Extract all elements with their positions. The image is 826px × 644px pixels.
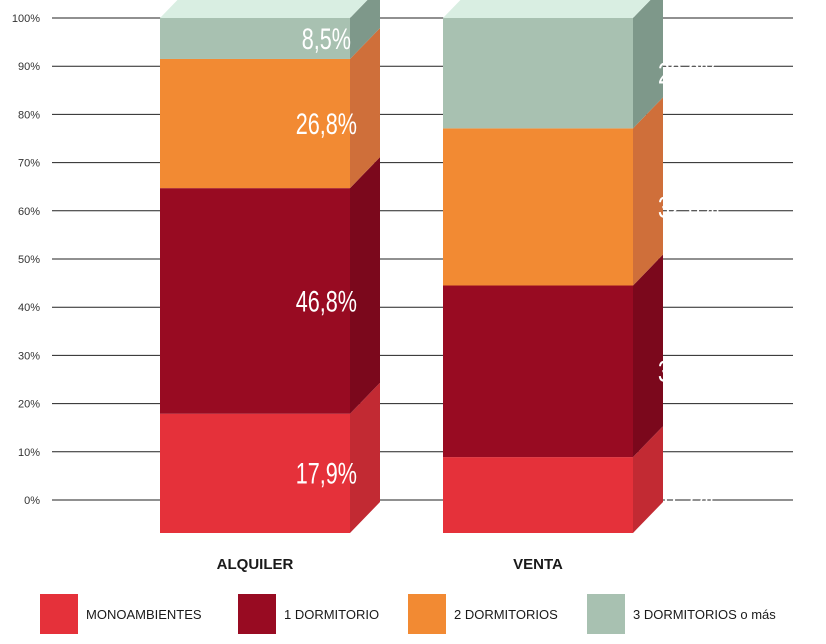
- legend-swatch: [40, 594, 78, 634]
- y-tick-label: 10%: [18, 447, 40, 459]
- legend-swatch: [587, 594, 625, 634]
- legend-label: MONOAMBIENTES: [86, 606, 202, 622]
- y-tick-label: 60%: [18, 206, 40, 218]
- y-tick-label: 20%: [18, 399, 40, 411]
- bar-top-face: [443, 0, 651, 18]
- y-tick-label: 100%: [12, 13, 40, 25]
- bar-segment: [160, 413, 350, 533]
- legend-item: MONOAMBIENTES: [40, 594, 202, 634]
- segment-value-label: 32,6%: [658, 190, 719, 224]
- bar-segment: [443, 285, 633, 458]
- bar-segment-side: [350, 27, 380, 189]
- segment-value-label: 46,8%: [296, 284, 357, 318]
- legend-item: 3 DORMITORIOS o más: [587, 594, 776, 634]
- bar-top-face: [160, 0, 368, 18]
- legend-item: 2 DORMITORIOS: [408, 594, 558, 634]
- segment-value-label: 22,9%: [658, 56, 719, 90]
- legend-label: 3 DORMITORIOS o más: [633, 606, 776, 622]
- bar-segment-side: [350, 382, 380, 533]
- bar-segment-side: [633, 0, 663, 129]
- bar-segment-side: [633, 426, 663, 533]
- bar-alquiler: [160, 0, 380, 533]
- bar-segment: [160, 58, 350, 189]
- y-tick-label: 30%: [18, 350, 40, 362]
- legend-swatch: [238, 594, 276, 634]
- y-axis-ticks: 0% 10% 20% 30% 40% 50% 60% 70% 80% 90% 100%: [12, 13, 40, 507]
- bar-segment: [443, 457, 633, 533]
- category-labels: ALQUILER VENTA: [217, 556, 563, 573]
- legend-item: 1 DORMITORIO: [238, 594, 379, 634]
- y-tick-label: 70%: [18, 158, 40, 170]
- bar-segment-side: [350, 0, 380, 59]
- segment-labels: 17,9% 46,8% 26,8% 8,5% 8,9% 35,6% 32,6% 22,9%: [296, 21, 719, 512]
- y-tick-label: 80%: [18, 109, 40, 121]
- legend-swatch: [408, 594, 446, 634]
- bar-segment: [160, 188, 350, 414]
- segment-value-label: 35,6%: [658, 354, 719, 388]
- legend-label: 2 DORMITORIOS: [454, 606, 558, 622]
- segment-value-label: 26,8%: [296, 106, 357, 140]
- legend: MONOAMBIENTES 1 DORMITORIO 2 DORMITORIOS 3 …: [40, 594, 820, 634]
- bar-segment: [160, 18, 350, 59]
- bar-segment-side: [350, 157, 380, 414]
- y-tick-label: 90%: [18, 61, 40, 73]
- bars: [160, 0, 663, 533]
- segment-value-label: 8,9%: [664, 478, 713, 512]
- segment-value-label: 8,5%: [302, 21, 351, 55]
- bar-venta: [443, 0, 663, 533]
- category-label: VENTA: [513, 556, 563, 573]
- y-tick-label: 40%: [18, 302, 40, 314]
- bar-segment-side: [633, 97, 663, 286]
- bar-segment: [443, 128, 633, 286]
- segment-value-label: 17,9%: [296, 456, 357, 490]
- bar-segment-side: [633, 254, 663, 458]
- category-label: ALQUILER: [217, 556, 294, 573]
- legend-label: 1 DORMITORIO: [284, 606, 380, 622]
- stacked-bar-chart: 0% 10% 20% 30% 40% 50% 60% 70% 80% 90% 100% 17,9% 4…: [12, 0, 793, 573]
- y-tick-label: 0%: [24, 495, 40, 507]
- y-tick-label: 50%: [18, 254, 40, 266]
- bar-segment: [443, 18, 633, 129]
